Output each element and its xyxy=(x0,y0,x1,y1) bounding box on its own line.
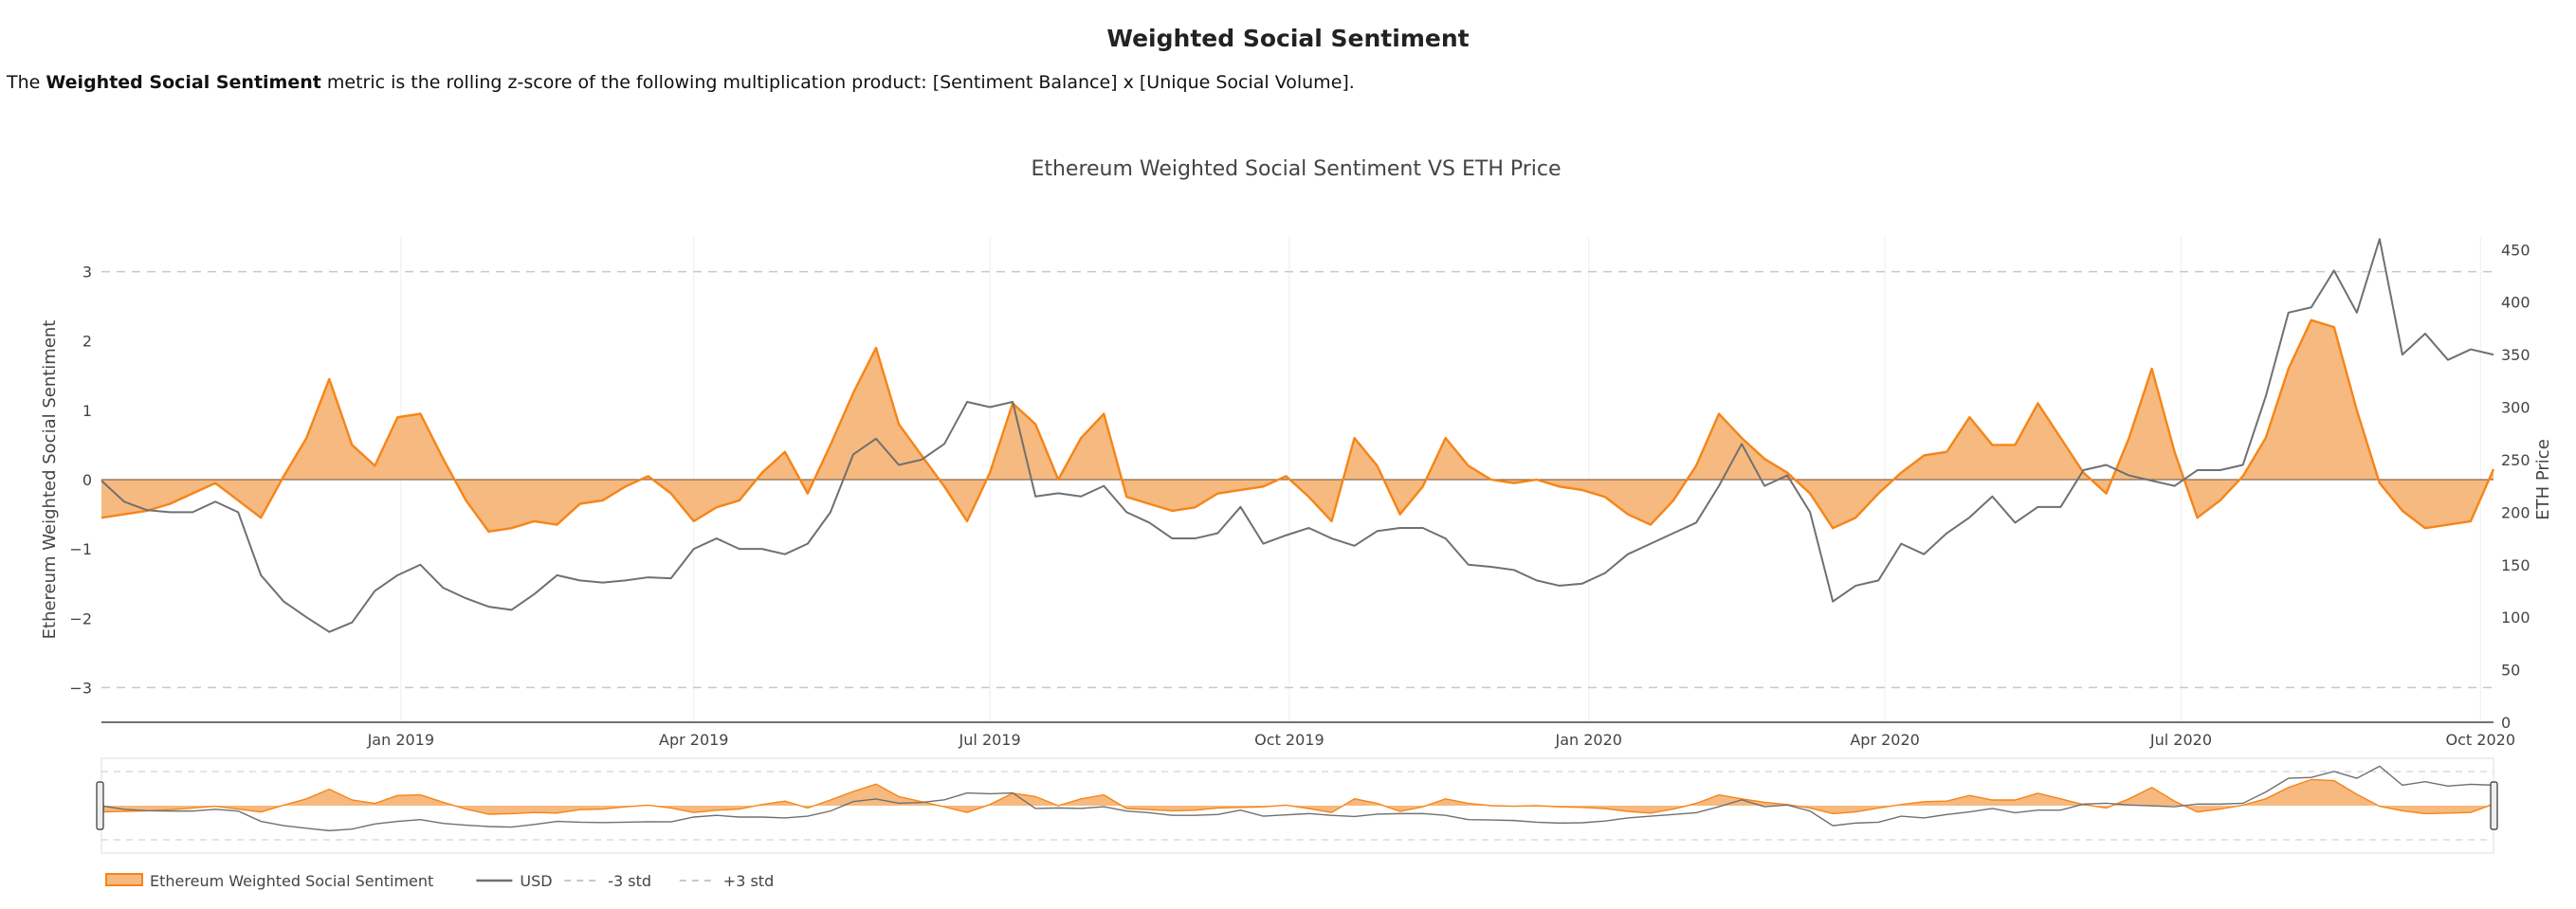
description-rest: metric is the rolling z-score of the fol… xyxy=(320,72,1355,93)
y-left-tick-label: −1 xyxy=(69,540,92,558)
page-heading: Weighted Social Sentiment xyxy=(1106,25,1470,52)
x-tick-label: Jul 2019 xyxy=(959,731,1021,749)
y-left-tick-label: −3 xyxy=(69,679,92,697)
description-prefix: The xyxy=(7,72,46,93)
y-left-axis-label: Ethereum Weighted Social Sentiment xyxy=(40,320,60,640)
price-line[interactable] xyxy=(100,238,2494,633)
description-metric-name: Weighted Social Sentiment xyxy=(46,72,321,93)
metric-description: The Weighted Social Sentiment metric is … xyxy=(7,72,1355,93)
slider-sentiment-line xyxy=(100,778,2494,815)
x-tick-label: Apr 2019 xyxy=(659,731,728,749)
y-right-tick-label: 200 xyxy=(2501,503,2530,521)
legend-item-plus-3-std: +3 std xyxy=(723,872,774,890)
legend-swatch-sentiment xyxy=(105,873,143,886)
legend-item-usd: USD xyxy=(520,872,552,890)
sentiment-series[interactable] xyxy=(100,318,2495,534)
std-reference-lines xyxy=(101,270,2494,689)
legend-item-minus-3-std: -3 std xyxy=(608,872,651,890)
y-right-axis-label: ETH Price xyxy=(2533,439,2553,520)
y-right-tick-label: 450 xyxy=(2501,241,2530,259)
x-tick-label: Oct 2019 xyxy=(1254,731,1324,749)
x-tick-label: Apr 2020 xyxy=(1850,731,1919,749)
chart-title: Ethereum Weighted Social Sentiment VS ET… xyxy=(1031,157,1561,181)
range-handle-left[interactable] xyxy=(96,781,104,830)
sentiment-price-chart[interactable]: Ethereum Weighted Social Sentiment VS ET… xyxy=(0,133,2576,909)
legend: Ethereum Weighted Social Sentiment USD -3 … xyxy=(105,872,774,890)
slider-price-line xyxy=(100,765,2494,832)
y-left-tick-label: −2 xyxy=(69,609,92,627)
y-right-tick-label: 350 xyxy=(2501,346,2530,364)
legend-item-sentiment: Ethereum Weighted Social Sentiment xyxy=(150,872,433,890)
sentiment-area xyxy=(101,319,2494,532)
y-right-tick-label: 400 xyxy=(2501,294,2530,312)
y-right-tick-label: 0 xyxy=(2501,714,2511,732)
range-slider[interactable] xyxy=(96,757,2498,854)
x-tick-label: Jul 2020 xyxy=(2149,731,2212,749)
y-left-tick-label: 3 xyxy=(82,264,92,282)
x-tick-label: Oct 2020 xyxy=(2446,731,2515,749)
x-tick-label: Jan 2019 xyxy=(367,731,434,749)
y-right-tick-label: 250 xyxy=(2501,451,2530,469)
y-left-tick-label: 1 xyxy=(82,402,92,420)
y-left-tick-label: 2 xyxy=(82,333,92,351)
y-right-tick-label: 50 xyxy=(2501,662,2520,680)
x-tick-label: Jan 2020 xyxy=(1554,731,1621,749)
y-right-tick-label: 150 xyxy=(2501,556,2530,574)
axes: Jan 2019 Apr 2019 Jul 2019 Oct 2019 Jan 2020… xyxy=(69,241,2530,749)
y-right-tick-label: 100 xyxy=(2501,609,2530,627)
y-left-tick-label: 0 xyxy=(82,471,92,489)
sentiment-line[interactable] xyxy=(100,318,2495,534)
range-handle-right[interactable] xyxy=(2490,781,2498,830)
y-right-tick-label: 300 xyxy=(2501,399,2530,417)
price-series[interactable] xyxy=(100,238,2494,633)
